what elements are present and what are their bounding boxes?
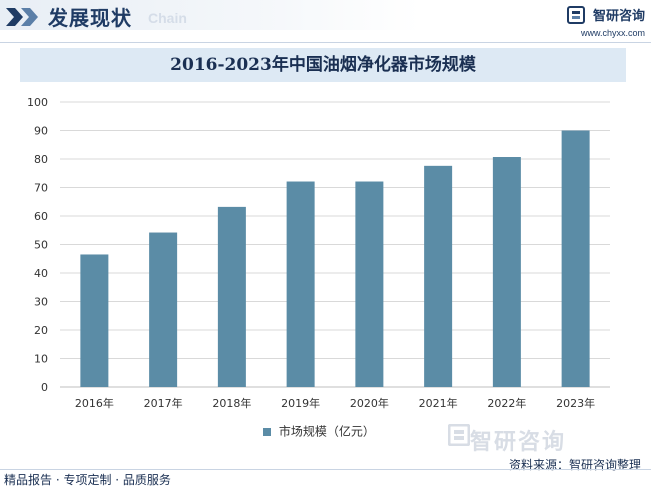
bar: [217, 206, 246, 387]
section-subtitle: Chain: [148, 10, 187, 26]
brand-logo-icon: [566, 5, 585, 24]
header-band: [0, 0, 420, 30]
brand: 智研咨询: [566, 4, 645, 24]
y-tick-label: 0: [41, 381, 48, 394]
x-tick-label: 2019年: [281, 396, 320, 410]
page-header: 发展现状 Chain 智研咨询 www.chyxx.com: [0, 0, 651, 38]
watermark-text: 智研咨询: [470, 430, 567, 455]
legend-label: 市场规模（亿元）: [278, 424, 375, 439]
x-tick-label: 2018年: [212, 396, 251, 410]
y-tick-label: 60: [34, 210, 48, 223]
y-tick-label: 40: [34, 267, 48, 280]
x-tick-label: 2017年: [144, 396, 183, 410]
chart-legend: 市场规模（亿元）: [263, 423, 375, 439]
y-tick-label: 100: [27, 96, 48, 109]
x-tick-label: 2016年: [75, 396, 114, 410]
x-tick-label: 2022年: [487, 396, 526, 410]
source-note: 资料来源：智研咨询整理: [508, 458, 641, 472]
y-tick-label: 80: [34, 153, 48, 166]
bar: [492, 157, 521, 387]
header-divider: [0, 42, 651, 43]
y-tick-label: 10: [34, 353, 48, 366]
x-tick-label: 2021年: [419, 396, 458, 410]
watermark-logo-icon: [448, 424, 470, 446]
y-tick-label: 70: [34, 182, 48, 195]
brand-name: 智研咨询: [592, 9, 645, 24]
section-title: 发展现状: [48, 6, 132, 30]
bar: [286, 181, 315, 387]
y-tick-label: 90: [34, 125, 48, 138]
x-tick-label: 2023年: [556, 396, 595, 410]
chart-title: 2016-2023年中国油烟净化器市场规模: [170, 55, 476, 75]
chevron-right-icon: [6, 8, 38, 26]
chart-title-box: 2016-2023年中国油烟净化器市场规模: [20, 48, 626, 82]
brand-url[interactable]: www.chyxx.com: [580, 28, 645, 38]
footer-divider: [0, 469, 651, 470]
bar: [561, 130, 590, 387]
y-tick-label: 30: [34, 296, 48, 309]
legend-swatch: [263, 427, 271, 436]
bar: [355, 181, 384, 387]
x-tick-label: 2020年: [350, 396, 389, 410]
footer-tagline: 精品报告 · 专项定制 · 品质服务: [4, 473, 171, 487]
y-tick-label: 50: [34, 239, 48, 252]
bar: [80, 254, 109, 387]
y-tick-label: 20: [34, 324, 48, 337]
bar: [149, 232, 178, 387]
bar: [424, 165, 453, 387]
